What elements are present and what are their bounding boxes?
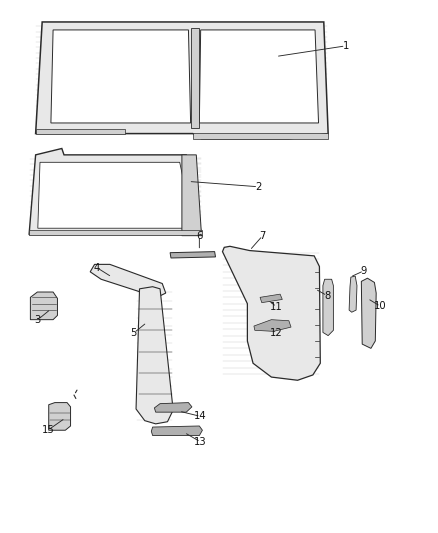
Polygon shape — [49, 402, 71, 430]
Polygon shape — [182, 155, 201, 236]
Polygon shape — [38, 163, 194, 228]
Polygon shape — [199, 30, 318, 123]
Polygon shape — [151, 426, 202, 435]
Polygon shape — [223, 246, 320, 380]
Text: 3: 3 — [35, 314, 41, 325]
Polygon shape — [136, 287, 173, 424]
Text: 5: 5 — [131, 328, 137, 338]
Text: 13: 13 — [194, 437, 207, 447]
Text: 7: 7 — [259, 231, 266, 241]
Text: 14: 14 — [194, 411, 207, 422]
Text: 10: 10 — [374, 301, 387, 311]
Polygon shape — [51, 30, 191, 123]
Text: 15: 15 — [42, 425, 54, 435]
Polygon shape — [193, 133, 328, 139]
Polygon shape — [30, 292, 57, 320]
Polygon shape — [191, 28, 199, 128]
Polygon shape — [36, 130, 125, 134]
Polygon shape — [254, 320, 291, 332]
Polygon shape — [170, 252, 215, 258]
Text: 6: 6 — [196, 231, 202, 241]
Polygon shape — [29, 230, 201, 235]
Polygon shape — [323, 279, 333, 336]
Polygon shape — [260, 294, 283, 303]
Text: 2: 2 — [255, 182, 261, 192]
Text: 12: 12 — [270, 328, 283, 338]
Text: 9: 9 — [361, 266, 367, 276]
Text: 8: 8 — [324, 290, 330, 301]
Polygon shape — [90, 264, 166, 297]
Polygon shape — [154, 402, 192, 412]
Polygon shape — [29, 149, 201, 235]
Text: 1: 1 — [343, 41, 349, 51]
Text: 4: 4 — [94, 263, 100, 272]
Polygon shape — [35, 22, 328, 139]
Text: 11: 11 — [270, 302, 283, 312]
Polygon shape — [361, 278, 376, 349]
Polygon shape — [349, 276, 357, 312]
